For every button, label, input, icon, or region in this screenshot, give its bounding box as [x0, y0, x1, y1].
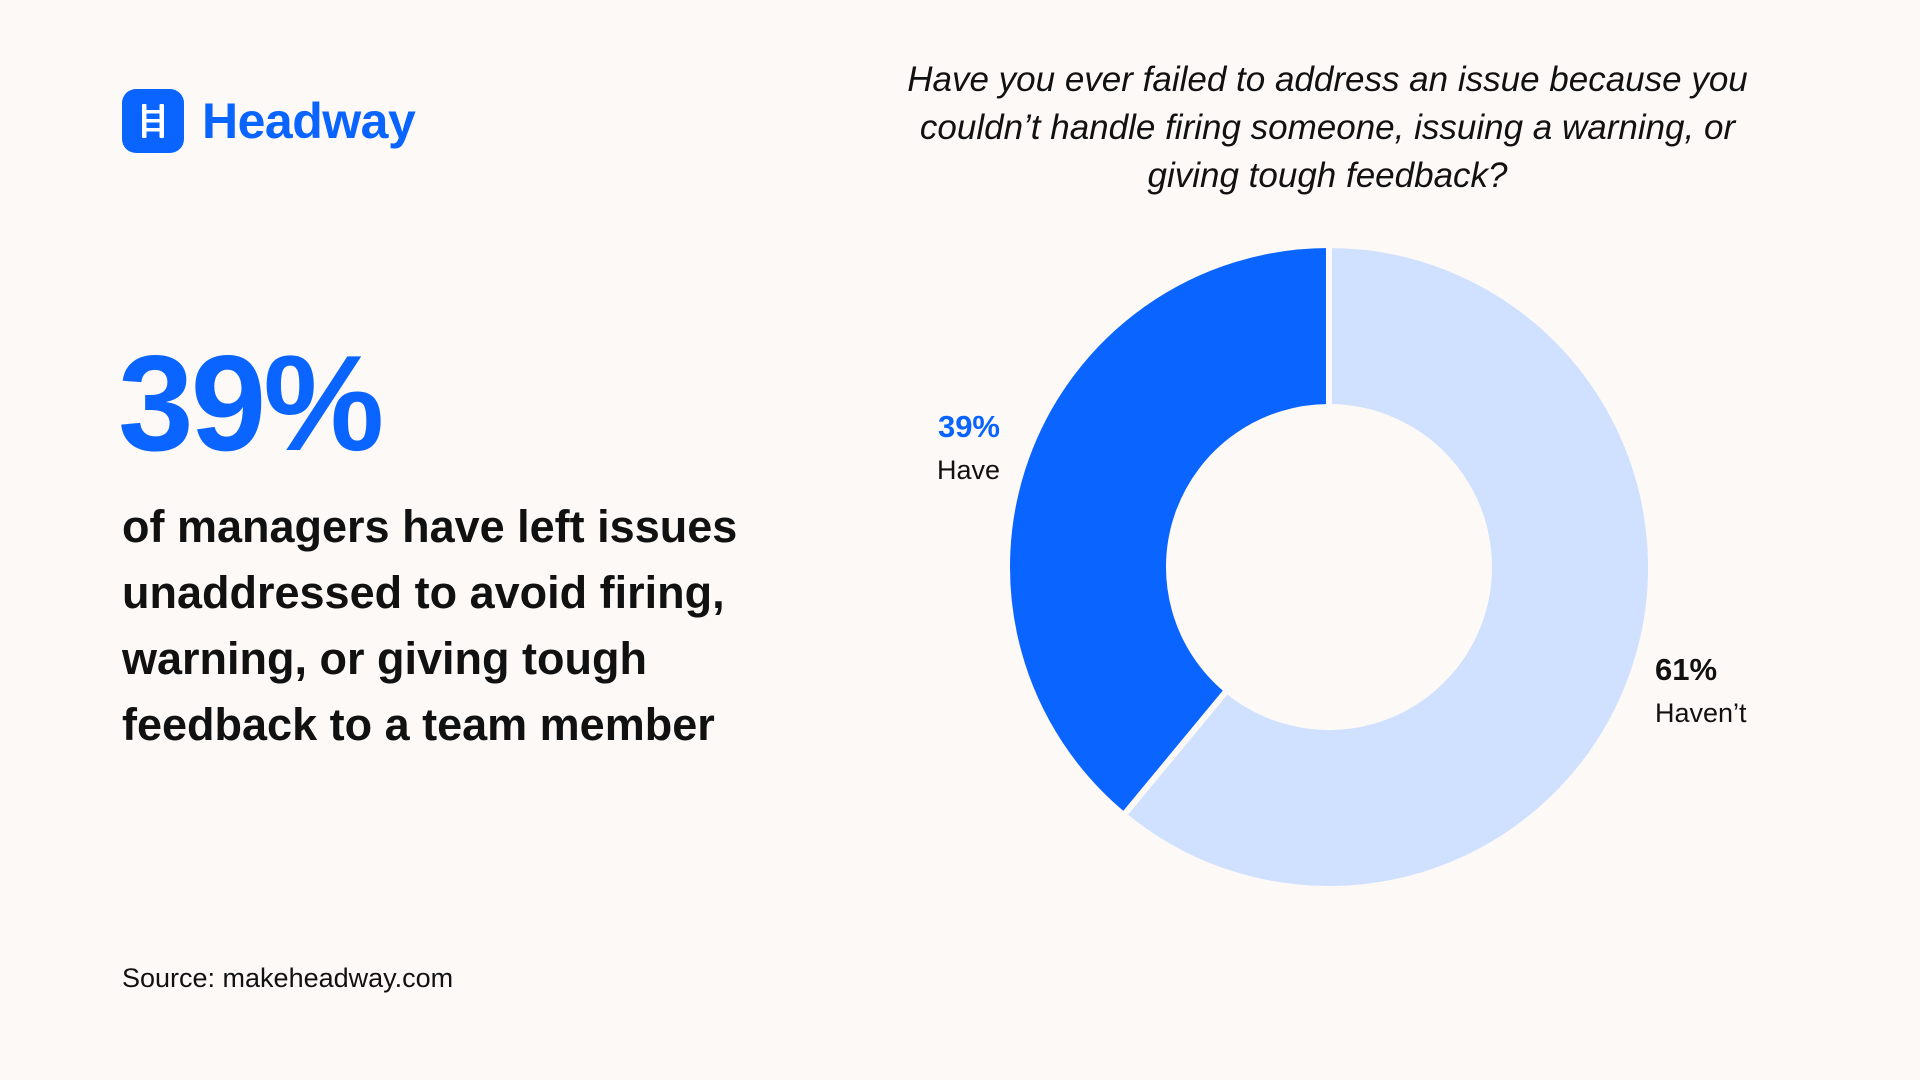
slice-category-label-haven-t: Haven’t — [1655, 698, 1747, 728]
big-stat-value: 39% — [118, 327, 384, 479]
donut-slice-haven-t — [1120, 242, 1655, 892]
ladder-icon — [122, 89, 184, 153]
brand-name: Headway — [202, 93, 416, 149]
slice-percent-label-have: 39% — [938, 409, 1000, 444]
chart-title: Have you ever failed to address an issue… — [907, 60, 1748, 195]
source-credit: Source: makeheadway.com — [122, 963, 454, 993]
brand-logo: Headway — [122, 89, 416, 153]
slice-category-label-have: Have — [937, 455, 1000, 485]
stat-headline: of managers have left issues unaddressed… — [122, 501, 738, 750]
donut-slice-have — [1004, 242, 1332, 819]
slice-percent-label-haven-t: 61% — [1655, 652, 1717, 687]
